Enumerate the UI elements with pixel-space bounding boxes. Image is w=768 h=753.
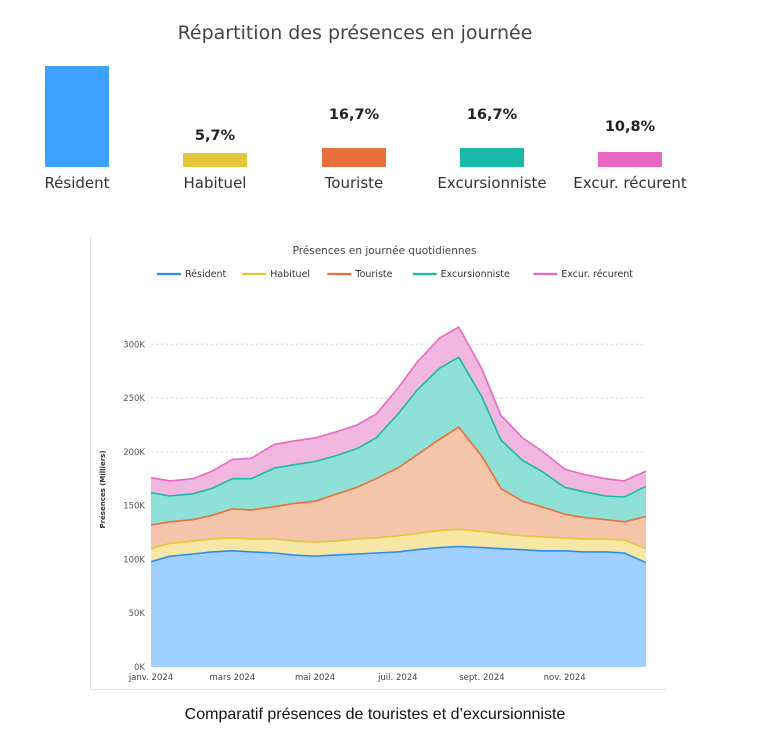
summary-title: Répartition des présences en journée bbox=[177, 22, 533, 44]
series-line bbox=[150, 528, 647, 550]
summary-bar-fill-resident bbox=[45, 66, 109, 167]
series-line bbox=[150, 356, 647, 498]
y-tick-label: 100K bbox=[123, 555, 145, 565]
chart-title: Présences en journée quotidiennes bbox=[293, 245, 477, 257]
summary-bar-fill-touriste bbox=[322, 148, 386, 167]
summary-bar-fill-excur-recurent bbox=[598, 152, 662, 167]
series-line bbox=[150, 545, 647, 564]
summary-bar-fill-excursionniste bbox=[460, 148, 524, 167]
chart-caption: Comparatif présences de touristes et d’e… bbox=[184, 706, 566, 723]
x-tick-label: mai 2024 bbox=[295, 673, 335, 683]
x-tick-label: sept. 2024 bbox=[459, 673, 504, 683]
x-tick-label: juil. 2024 bbox=[377, 673, 418, 683]
summary-value-excursionniste: 16,7% bbox=[466, 107, 518, 123]
area-fill bbox=[151, 427, 646, 549]
y-tick-label: 50K bbox=[129, 609, 146, 619]
summary-label-touriste: Touriste bbox=[324, 174, 384, 192]
x-tick-label: nov. 2024 bbox=[544, 673, 586, 683]
series-line bbox=[150, 426, 647, 526]
legend-entry: Excur. récurent bbox=[561, 269, 633, 280]
legend-entry: Excursionniste bbox=[441, 269, 510, 280]
legend-entry: Touriste bbox=[354, 269, 392, 280]
daily-presence-chart: 0K 50K 100K 150K 200K 250K 300K janv. 2024 mars … bbox=[99, 245, 647, 683]
y-axis-label: Présences (Milliers) bbox=[99, 450, 107, 528]
summary-value-excur-recurent: 10,8% bbox=[604, 119, 656, 135]
x-tick-label: mars 2024 bbox=[209, 673, 255, 683]
summary-value-touriste: 16,7% bbox=[328, 107, 380, 123]
area-fill bbox=[151, 529, 646, 563]
daily-presence-chart-panel: 0K 50K 100K 150K 200K 250K 300K janv. 2024 mars … bbox=[90, 237, 666, 690]
summary-label-habituel: Habituel bbox=[183, 174, 247, 192]
y-tick-label: 0K bbox=[134, 663, 145, 673]
legend-entry: Résident bbox=[185, 269, 227, 280]
summary-bar-fill-habituel bbox=[183, 153, 247, 167]
area-fill bbox=[151, 357, 646, 525]
y-tick-label: 200K bbox=[123, 448, 145, 458]
summary-value-habituel: 5,7% bbox=[194, 128, 236, 144]
summary-label-resident: Résident bbox=[44, 174, 110, 192]
y-tick-label: 150K bbox=[123, 502, 145, 512]
summary-label-excur-recurent: Excur. récurent bbox=[573, 174, 687, 192]
area-fill bbox=[151, 546, 646, 667]
y-tick-label: 250K bbox=[123, 394, 145, 404]
series-line bbox=[150, 326, 647, 482]
x-tick-label: janv. 2024 bbox=[128, 673, 173, 683]
y-tick-label: 300K bbox=[123, 340, 145, 350]
legend-entry: Habituel bbox=[270, 269, 310, 280]
summary-label-excursionniste: Excursionniste bbox=[437, 174, 547, 192]
